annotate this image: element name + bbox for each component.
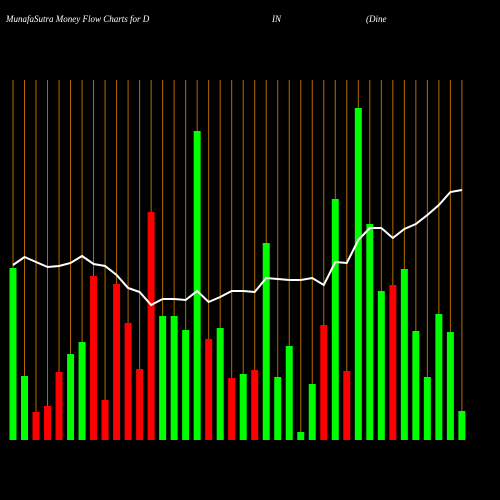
bar	[239, 374, 247, 440]
bar	[55, 372, 63, 440]
bar	[320, 325, 328, 440]
bar	[159, 316, 167, 440]
bar	[331, 199, 339, 440]
bar	[21, 376, 29, 440]
bar	[90, 276, 98, 440]
bar	[343, 371, 351, 440]
bar	[412, 331, 420, 440]
bar	[285, 346, 293, 440]
bar	[205, 339, 213, 440]
bar	[136, 369, 144, 440]
chart-title: MunafaSutra Money Flow Charts for D	[5, 14, 150, 24]
bar	[251, 370, 259, 440]
bar	[67, 354, 75, 440]
chart-title: (Dine	[366, 14, 387, 24]
bar	[101, 400, 109, 440]
money-flow-line	[12, 189, 463, 307]
bar	[377, 291, 385, 440]
bar	[216, 328, 224, 440]
bar	[297, 432, 305, 440]
bar	[400, 269, 408, 440]
bar	[147, 212, 155, 440]
bar	[446, 332, 454, 440]
bar	[274, 377, 282, 440]
bar	[124, 323, 132, 440]
bar	[389, 285, 397, 440]
bar	[32, 412, 40, 440]
chart-title: IN	[271, 14, 282, 24]
bar	[170, 316, 178, 440]
bar	[354, 108, 362, 440]
bar	[78, 342, 86, 440]
bar	[423, 377, 431, 440]
bar	[366, 224, 374, 440]
bar	[193, 131, 201, 440]
bar	[228, 378, 236, 440]
bar	[113, 284, 121, 440]
bar	[435, 314, 443, 440]
bar	[308, 384, 316, 440]
bar	[458, 411, 466, 440]
bar	[9, 268, 17, 440]
bar	[44, 406, 52, 440]
bar	[262, 243, 270, 440]
bar	[182, 330, 190, 440]
